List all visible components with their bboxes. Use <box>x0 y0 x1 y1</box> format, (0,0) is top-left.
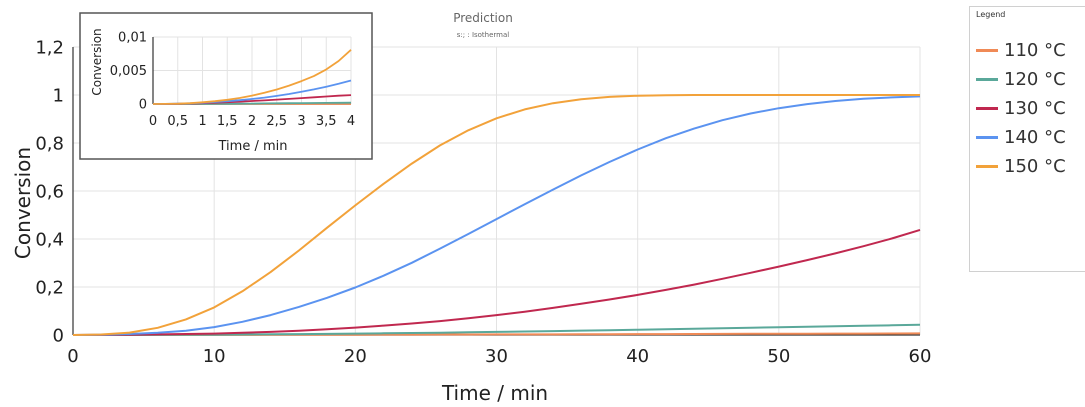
main-y-tick-label: 0,2 <box>35 277 64 298</box>
main-x-tick-label: 30 <box>485 346 508 367</box>
main-y-axis-label: Conversion <box>11 147 35 259</box>
main-series-140c-line <box>72 95 921 336</box>
main-y-tick-label: 0 <box>53 325 64 346</box>
legend-item-150[interactable]: 150 °C <box>976 153 1066 179</box>
inset-y-tick-label: 0,005 <box>110 64 147 79</box>
inset-y-tick-label: 0 <box>139 98 147 113</box>
main-x-axis-label: Time / min <box>441 381 548 405</box>
main-x-tick-label: 20 <box>344 346 367 367</box>
main-x-tick-label: 10 <box>203 346 226 367</box>
legend-label-130: 130 °C <box>1004 97 1066 119</box>
main-series-130c-line <box>72 228 921 336</box>
legend-item-120[interactable]: 120 °C <box>976 66 1066 92</box>
main-series-120c-line <box>73 323 921 336</box>
legend-swatch-150 <box>976 164 998 168</box>
inset-series <box>152 49 352 105</box>
main-y-tick-label: 0,4 <box>35 229 64 250</box>
legend-item-130[interactable]: 130 °C <box>976 95 1066 121</box>
inset-y-axis-label: Conversion <box>90 28 104 95</box>
legend-label-110: 110 °C <box>1004 39 1066 61</box>
inset-y-tick-label: 0,01 <box>118 31 147 46</box>
inset-grid <box>153 36 352 104</box>
main-x-tick-label: 50 <box>767 346 790 367</box>
legend-label-120: 120 °C <box>1004 68 1066 90</box>
main-y-tick-label: 1 <box>53 85 64 106</box>
legend-swatch-120 <box>976 77 998 81</box>
main-y-tick-label: 0,6 <box>35 181 64 202</box>
inset-x-tick-label: 2 <box>248 114 256 129</box>
legend-item-140[interactable]: 140 °C <box>976 124 1066 150</box>
chart-title: Prediction <box>453 11 513 25</box>
chart-subtitle: s:; : Isothermal <box>457 31 510 39</box>
main-series-150c-line <box>72 94 920 336</box>
inset-ticks: 0 0,005 0,01 0 0,5 1 1,5 2 2,5 3 3,5 4 <box>110 31 355 129</box>
legend-swatch-140 <box>976 135 998 139</box>
inset-x-axis-label: Time / min <box>218 139 288 154</box>
legend-swatch-110 <box>976 48 998 52</box>
main-y-tick-label: 1,2 <box>35 37 64 58</box>
inset-x-tick-label: 2,5 <box>266 114 287 129</box>
main-ticks: 00,20,40,60,811,20 10 20 30 40 50 60 <box>35 37 931 367</box>
inset-x-tick-label: 3 <box>297 114 305 129</box>
legend-title: Legend <box>976 10 1006 19</box>
legend-swatch-130 <box>976 106 998 110</box>
main-y-tick-label: 0,8 <box>35 133 64 154</box>
legend-item-110[interactable]: 110 °C <box>976 37 1066 63</box>
main-x-tick-label: 40 <box>626 346 649 367</box>
inset-series-150c-line <box>152 49 352 105</box>
main-x-tick-label: 60 <box>909 346 932 367</box>
inset-x-tick-label: 1 <box>198 114 206 129</box>
main-series <box>72 94 921 336</box>
inset-x-tick-label: 0,5 <box>167 114 188 129</box>
inset-x-tick-label: 4 <box>347 114 355 129</box>
main-x-tick-label: 0 <box>67 346 78 367</box>
inset-x-tick-label: 3,5 <box>316 114 337 129</box>
legend-label-150: 150 °C <box>1004 155 1066 177</box>
inset-x-tick-label: 0 <box>149 114 157 129</box>
legend: Legend 110 °C 120 °C 130 °C 140 °C 150 °… <box>969 6 1085 272</box>
inset-x-tick-label: 1,5 <box>217 114 238 129</box>
legend-label-140: 140 °C <box>1004 126 1066 148</box>
